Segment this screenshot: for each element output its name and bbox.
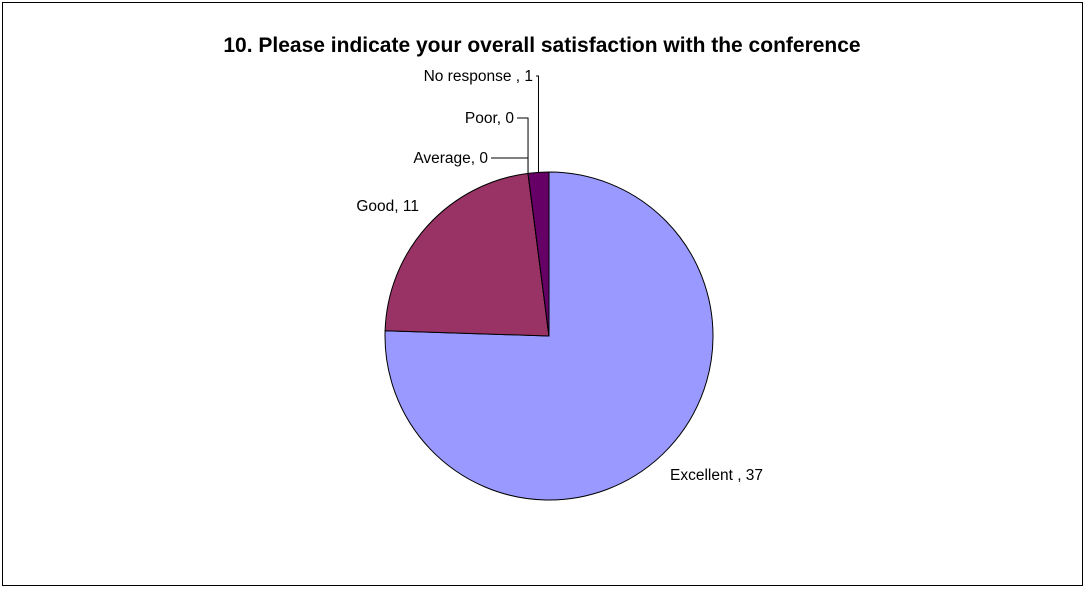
label-good: Good, 11 (356, 198, 419, 215)
pie-slices (384, 171, 714, 501)
label-no-response: No response , 1 (424, 68, 533, 85)
leader-no-response (536, 75, 539, 173)
leader-poor (517, 117, 529, 174)
label-average: Average, 0 (413, 150, 488, 167)
leader-lines (491, 75, 539, 174)
label-poor: Poor, 0 (465, 110, 514, 127)
leader-average (491, 157, 529, 174)
slice-labels: Excellent , 37 Good, 11 Average, 0 Poor, 0 N… (356, 68, 763, 484)
label-excellent: Excellent , 37 (670, 467, 763, 484)
pie-chart: 10. Please indicate your overall satisfa… (223, 34, 861, 501)
chart-title: 10. Please indicate your overall satisfa… (223, 34, 860, 57)
slice-good (384, 172, 550, 337)
